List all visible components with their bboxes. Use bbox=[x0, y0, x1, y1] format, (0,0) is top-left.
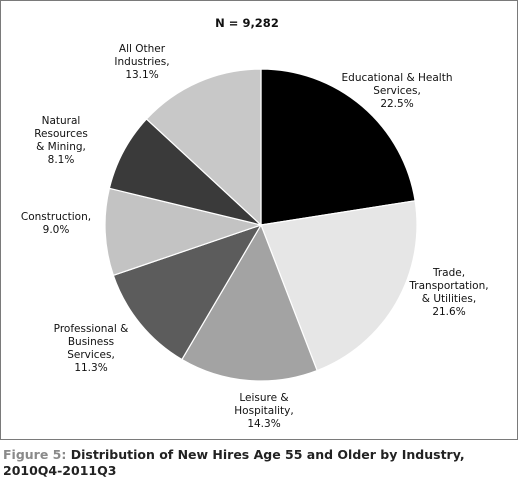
chart-title: N = 9,282 bbox=[215, 16, 279, 30]
pie-slice-construction bbox=[104, 187, 264, 277]
slice-label-line: 21.6% bbox=[432, 306, 465, 318]
figure-caption: Figure 5: Distribution of New Hires Age … bbox=[3, 447, 515, 479]
slice-label-line: Educational & Health bbox=[342, 72, 453, 84]
slice-label-line: Business bbox=[68, 336, 114, 348]
pie-slice-educational-health-services bbox=[260, 68, 416, 226]
slice-label-line: 14.3% bbox=[247, 418, 280, 430]
pie-slice-professional-business-services bbox=[112, 223, 263, 361]
slice-label-line: 13.1% bbox=[125, 69, 158, 81]
slice-label-line: & Utilities, bbox=[422, 293, 476, 305]
slice-label-line: All Other bbox=[119, 43, 166, 55]
slice-label-line: Transportation, bbox=[408, 280, 488, 292]
caption-text: Distribution of New Hires Age 55 and Old… bbox=[3, 447, 465, 478]
pie-slice-trade-transportation-utilities bbox=[260, 200, 418, 372]
slice-label-all-other-industries: All Other Industries, 13.1% bbox=[114, 43, 169, 81]
slice-label-line: Trade, bbox=[432, 267, 465, 279]
slice-label-line: Professional & bbox=[54, 323, 129, 335]
slice-label-construction: Construction, 9.0% bbox=[21, 211, 91, 236]
slice-label-line: & Mining, bbox=[36, 141, 86, 153]
slice-label-line: Industries, bbox=[114, 56, 169, 68]
slice-label-line: Resources bbox=[34, 128, 88, 140]
chart-frame: N = 9,282 Educational & Health Services, 2… bbox=[0, 0, 518, 440]
pie-slices bbox=[104, 68, 418, 382]
slice-label-line: Leisure & bbox=[239, 392, 288, 404]
slice-label-professional-business-services: Professional & Business Services, 11.3% bbox=[54, 323, 129, 374]
slice-label-line: 9.0% bbox=[43, 224, 70, 236]
slice-label-line: 8.1% bbox=[48, 154, 75, 166]
pie-chart: N = 9,282 Educational & Health Services, 2… bbox=[21, 16, 489, 430]
slice-labels: Educational & Health Services, 22.5%Trade,… bbox=[21, 43, 489, 430]
pie-slice-all-other-industries bbox=[145, 68, 262, 227]
slice-label-leisure-hospitality: Leisure & Hospitality, 14.3% bbox=[234, 392, 293, 430]
slice-label-educational-health-services: Educational & Health Services, 22.5% bbox=[342, 72, 453, 110]
slice-label-natural-resources-mining: Natural Resources & Mining, 8.1% bbox=[34, 115, 88, 166]
figure-number: Figure 5: bbox=[3, 447, 67, 462]
pie-slice-leisure-hospitality bbox=[181, 223, 318, 382]
slice-label-line: Natural bbox=[42, 115, 81, 127]
slice-label-line: Hospitality, bbox=[234, 405, 293, 417]
slice-label-line: Construction, bbox=[21, 211, 91, 223]
slice-label-trade-transportation-utilities: Trade, Transportation, & Utilities, 21.6% bbox=[408, 267, 488, 318]
slice-label-line: Services, bbox=[373, 85, 421, 97]
slice-label-line: 11.3% bbox=[74, 362, 107, 374]
slice-label-line: Services, bbox=[67, 349, 115, 361]
slice-label-line: 22.5% bbox=[380, 98, 413, 110]
